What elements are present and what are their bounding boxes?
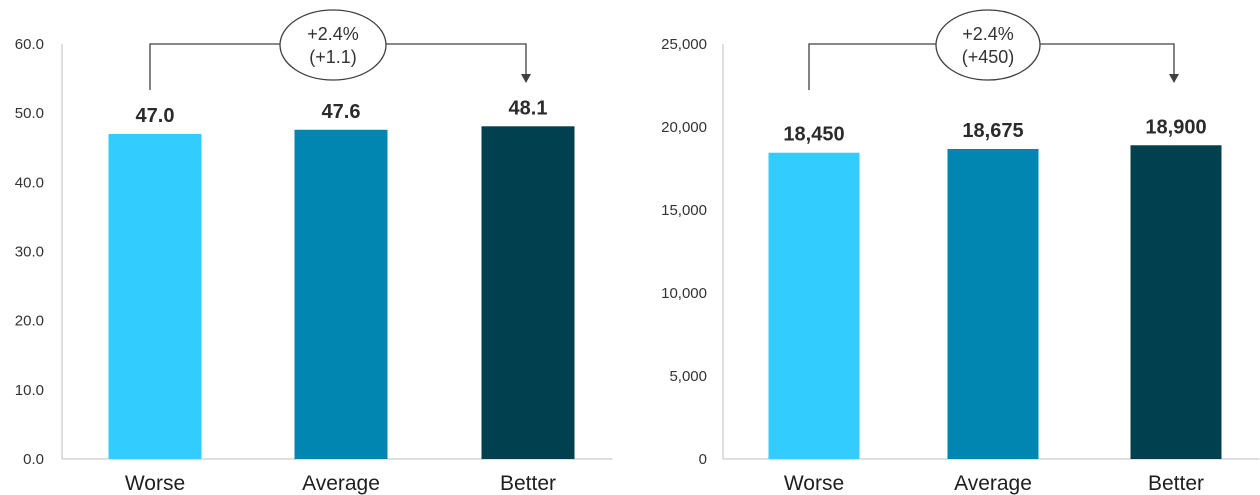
change-percent-label: +2.4% — [962, 24, 1014, 44]
y-tick-label: 0 — [699, 451, 707, 468]
category-label: Average — [954, 472, 1032, 495]
y-tick-label: 40.0 — [15, 174, 44, 191]
category-label: Better — [500, 472, 556, 495]
y-tick-label: 60.0 — [15, 36, 44, 53]
data-label: 48.1 — [509, 97, 548, 119]
category-label: Worse — [125, 472, 185, 495]
y-tick-label: 25,000 — [661, 36, 707, 53]
bar-average — [947, 148, 1039, 459]
bar-worse — [768, 152, 860, 460]
y-tick-label: 10,000 — [661, 285, 707, 302]
data-label: 18,450 — [783, 124, 844, 146]
change-callout-bubble — [935, 9, 1041, 81]
data-label: 18,675 — [962, 120, 1023, 142]
y-tick-label: 50.0 — [15, 105, 44, 122]
y-tick-label: 10.0 — [15, 382, 44, 399]
bar-better — [481, 126, 575, 459]
change-bracket-right — [1040, 43, 1175, 75]
data-label: 47.6 — [322, 101, 361, 123]
y-tick-label: 20,000 — [661, 119, 707, 136]
data-label: 18,900 — [1145, 116, 1206, 138]
change-percent-label: +2.4% — [307, 24, 359, 44]
change-callout-bubble — [279, 9, 387, 81]
category-label: Better — [1148, 472, 1204, 495]
category-label: Worse — [784, 472, 844, 495]
y-tick-label: 15,000 — [661, 202, 707, 219]
bar-better — [1130, 145, 1222, 459]
change-absolute-label: (+1.1) — [309, 47, 357, 67]
y-tick-label: 0.0 — [23, 451, 44, 468]
category-label: Average — [302, 472, 380, 495]
y-tick-label: 30.0 — [15, 244, 44, 261]
arrow-down-icon — [1169, 74, 1179, 83]
data-label: 47.0 — [136, 105, 175, 127]
bar-worse — [108, 133, 202, 459]
arrow-down-icon — [521, 74, 531, 83]
change-absolute-label: (+450) — [962, 47, 1015, 67]
y-tick-label: 20.0 — [15, 313, 44, 330]
change-bracket-right — [386, 43, 527, 75]
change-bracket-left — [149, 43, 280, 90]
change-bracket-left — [808, 43, 936, 90]
bar-average — [294, 129, 388, 459]
y-tick-label: 5,000 — [669, 368, 707, 385]
